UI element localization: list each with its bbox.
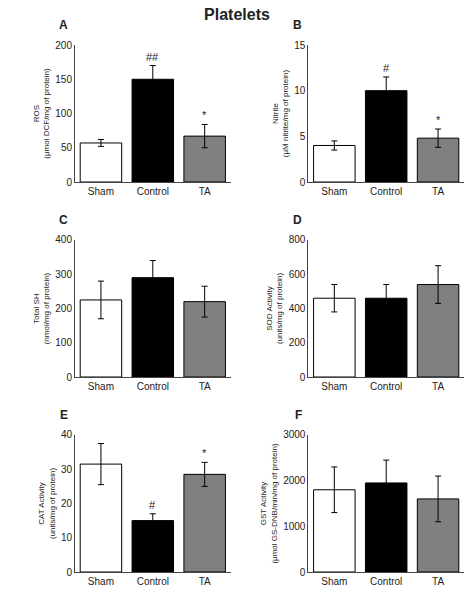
svg-text:0: 0 — [300, 177, 306, 188]
svg-text:Control: Control — [370, 381, 402, 392]
svg-text:F: F — [295, 408, 302, 422]
svg-text:SOD Activity(units/mg of prote: SOD Activity(units/mg of protein) — [265, 273, 284, 344]
svg-text:Nitrite(μM nitrite/mg of prote: Nitrite(μM nitrite/mg of protein) — [271, 70, 290, 158]
svg-text:Sham: Sham — [321, 381, 347, 392]
svg-text:*: * — [202, 447, 207, 459]
svg-text:0: 0 — [66, 567, 72, 578]
svg-text:20: 20 — [61, 498, 73, 509]
svg-text:2000: 2000 — [283, 475, 306, 486]
svg-text:Sham: Sham — [88, 381, 114, 392]
svg-text:TA: TA — [432, 186, 444, 197]
svg-text:100: 100 — [55, 108, 72, 119]
svg-text:D: D — [293, 213, 302, 227]
svg-text:Platelets: Platelets — [204, 6, 270, 23]
svg-text:Sham: Sham — [88, 186, 114, 197]
svg-text:Control: Control — [370, 186, 402, 197]
svg-text:GST Activity(μmol GS-DNB/min/m: GST Activity(μmol GS-DNB/min/mg of prote… — [259, 443, 278, 564]
svg-text:Control: Control — [370, 576, 402, 587]
svg-text:15: 15 — [294, 40, 306, 51]
svg-text:0: 0 — [66, 372, 72, 383]
svg-text:Control: Control — [137, 576, 169, 587]
svg-text:200: 200 — [55, 303, 72, 314]
svg-text:TA: TA — [199, 186, 211, 197]
svg-text:TA: TA — [199, 576, 211, 587]
svg-text:200: 200 — [289, 337, 306, 348]
svg-text:#: # — [149, 499, 156, 511]
svg-text:100: 100 — [55, 337, 72, 348]
svg-text:Total SH(nmol/mg of protein): Total SH(nmol/mg of protein) — [32, 272, 51, 344]
svg-text:Sham: Sham — [321, 576, 347, 587]
svg-text:CAT Activity(units/mg of prote: CAT Activity(units/mg of protein) — [37, 468, 56, 539]
svg-text:600: 600 — [289, 269, 306, 280]
svg-text:50: 50 — [61, 142, 73, 153]
svg-text:200: 200 — [55, 40, 72, 51]
svg-text:1000: 1000 — [283, 521, 306, 532]
svg-text:TA: TA — [199, 381, 211, 392]
svg-text:3000: 3000 — [283, 429, 306, 440]
svg-text:400: 400 — [55, 234, 72, 245]
svg-text:400: 400 — [289, 303, 306, 314]
svg-text:40: 40 — [61, 429, 73, 440]
svg-text:10: 10 — [61, 532, 73, 543]
svg-text:#: # — [383, 62, 390, 74]
svg-text:Control: Control — [137, 381, 169, 392]
svg-text:C: C — [59, 213, 68, 227]
svg-text:Sham: Sham — [88, 576, 114, 587]
svg-text:TA: TA — [432, 381, 444, 392]
svg-text:A: A — [59, 18, 68, 32]
svg-text:Sham: Sham — [321, 186, 347, 197]
svg-text:Control: Control — [137, 186, 169, 197]
svg-text:TA: TA — [432, 576, 444, 587]
svg-text:30: 30 — [61, 464, 73, 475]
svg-text:10: 10 — [294, 85, 306, 96]
svg-text:ROS(μmol DCF/mg of protein): ROS(μmol DCF/mg of protein) — [32, 68, 51, 159]
svg-text:150: 150 — [55, 74, 72, 85]
svg-text:5: 5 — [300, 131, 306, 142]
svg-text:800: 800 — [289, 234, 306, 245]
svg-text:*: * — [436, 114, 441, 126]
svg-text:*: * — [202, 109, 207, 121]
svg-text:B: B — [293, 18, 302, 32]
svg-text:E: E — [60, 408, 68, 422]
svg-text:0: 0 — [300, 372, 306, 383]
svg-text:0: 0 — [66, 177, 72, 188]
svg-text:300: 300 — [55, 269, 72, 280]
svg-text:##: ## — [146, 51, 159, 63]
svg-text:0: 0 — [300, 567, 306, 578]
